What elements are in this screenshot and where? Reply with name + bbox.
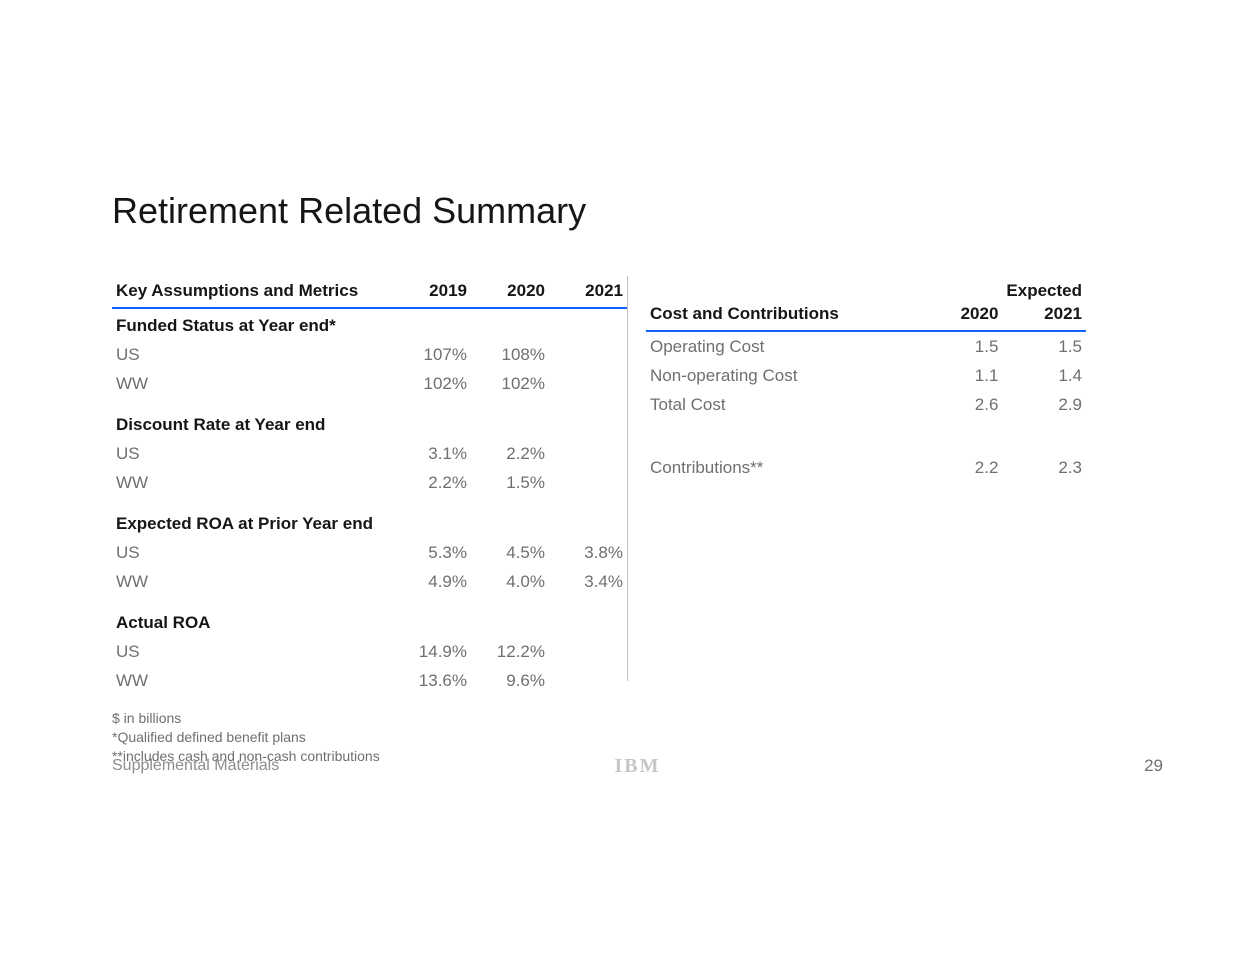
section-head: Actual ROA <box>112 596 627 637</box>
table-row: WW 13.6% 9.6% <box>112 666 627 695</box>
cell: 4.0% <box>471 567 549 596</box>
left-year-2: 2021 <box>549 276 627 308</box>
cell: 2.9 <box>1002 390 1086 419</box>
row-label: WW <box>112 567 393 596</box>
content-columns: Key Assumptions and Metrics 2019 2020 20… <box>112 276 1163 766</box>
section-head: Funded Status at Year end* <box>112 308 627 340</box>
cell: 3.8% <box>549 538 627 567</box>
cell: 108% <box>471 340 549 369</box>
table-row: Non-operating Cost 1.1 1.4 <box>646 361 1086 390</box>
blank-header <box>920 276 1002 299</box>
row-label: WW <box>112 468 393 497</box>
key-assumptions-table: Key Assumptions and Metrics 2019 2020 20… <box>112 276 627 695</box>
cell: 2.6 <box>920 390 1002 419</box>
row-label: US <box>112 439 393 468</box>
cell: 4.9% <box>393 567 471 596</box>
table-row: WW 102% 102% <box>112 369 627 398</box>
right-header-label: Cost and Contributions <box>646 299 920 331</box>
cell: 12.2% <box>471 637 549 666</box>
cell <box>549 340 627 369</box>
left-year-1: 2020 <box>471 276 549 308</box>
cell <box>549 439 627 468</box>
supplemental-label: Supplemental Materials <box>112 757 279 775</box>
right-year-1: 2021 <box>1002 299 1086 331</box>
cell: 2.2% <box>393 468 471 497</box>
right-table-container: Expected Cost and Contributions 2020 202… <box>646 276 1086 482</box>
cell <box>549 637 627 666</box>
section-title: Expected ROA at Prior Year end <box>112 497 627 538</box>
cell: 3.1% <box>393 439 471 468</box>
table-row: WW 2.2% 1.5% <box>112 468 627 497</box>
cell: 3.4% <box>549 567 627 596</box>
table-row: US 3.1% 2.2% <box>112 439 627 468</box>
cell: 2.2% <box>471 439 549 468</box>
cost-contributions-table: Expected Cost and Contributions 2020 202… <box>646 276 1086 482</box>
expected-super-header: Expected <box>1002 276 1086 299</box>
cell <box>549 468 627 497</box>
table-row: Contributions** 2.2 2.3 <box>646 453 1086 482</box>
table-row: Total Cost 2.6 2.9 <box>646 390 1086 419</box>
row-label: WW <box>112 369 393 398</box>
table-row: WW 4.9% 4.0% 3.4% <box>112 567 627 596</box>
row-label: Non-operating Cost <box>646 361 920 390</box>
page-title: Retirement Related Summary <box>112 190 1163 232</box>
cell: 2.2 <box>920 453 1002 482</box>
section-title: Actual ROA <box>112 596 627 637</box>
table-row: Operating Cost 1.5 1.5 <box>646 331 1086 361</box>
left-year-0: 2019 <box>393 276 471 308</box>
row-label: Contributions** <box>646 453 920 482</box>
cell: 5.3% <box>393 538 471 567</box>
ibm-logo: IBM <box>615 755 661 778</box>
slide-footer: Supplemental Materials IBM 29 <box>112 756 1163 776</box>
cell: 13.6% <box>393 666 471 695</box>
blank-header <box>646 276 920 299</box>
right-year-0: 2020 <box>920 299 1002 331</box>
row-label: WW <box>112 666 393 695</box>
cell: 1.5% <box>471 468 549 497</box>
cell: 107% <box>393 340 471 369</box>
row-label: Operating Cost <box>646 331 920 361</box>
vertical-divider <box>627 276 628 681</box>
footnote-line: *Qualified defined benefit plans <box>112 728 627 747</box>
cell: 1.5 <box>920 331 1002 361</box>
left-header-label: Key Assumptions and Metrics <box>112 276 393 308</box>
spacer-row <box>646 419 1086 453</box>
cell: 9.6% <box>471 666 549 695</box>
row-label: Total Cost <box>646 390 920 419</box>
row-label: US <box>112 538 393 567</box>
cell: 1.1 <box>920 361 1002 390</box>
footnote-line: $ in billions <box>112 709 627 728</box>
section-head: Discount Rate at Year end <box>112 398 627 439</box>
table-row: US 5.3% 4.5% 3.8% <box>112 538 627 567</box>
left-table-container: Key Assumptions and Metrics 2019 2020 20… <box>112 276 627 766</box>
cell: 1.5 <box>1002 331 1086 361</box>
slide: Retirement Related Summary Key Assumptio… <box>0 0 1233 953</box>
cell: 102% <box>393 369 471 398</box>
cell: 4.5% <box>471 538 549 567</box>
cell <box>549 369 627 398</box>
row-label: US <box>112 340 393 369</box>
row-label: US <box>112 637 393 666</box>
table-row: US 14.9% 12.2% <box>112 637 627 666</box>
section-title: Discount Rate at Year end <box>112 398 627 439</box>
cell: 102% <box>471 369 549 398</box>
cell: 14.9% <box>393 637 471 666</box>
section-title: Funded Status at Year end* <box>112 308 627 340</box>
cell: 2.3 <box>1002 453 1086 482</box>
cell: 1.4 <box>1002 361 1086 390</box>
page-number: 29 <box>1144 756 1163 776</box>
table-row: US 107% 108% <box>112 340 627 369</box>
cell <box>549 666 627 695</box>
section-head: Expected ROA at Prior Year end <box>112 497 627 538</box>
